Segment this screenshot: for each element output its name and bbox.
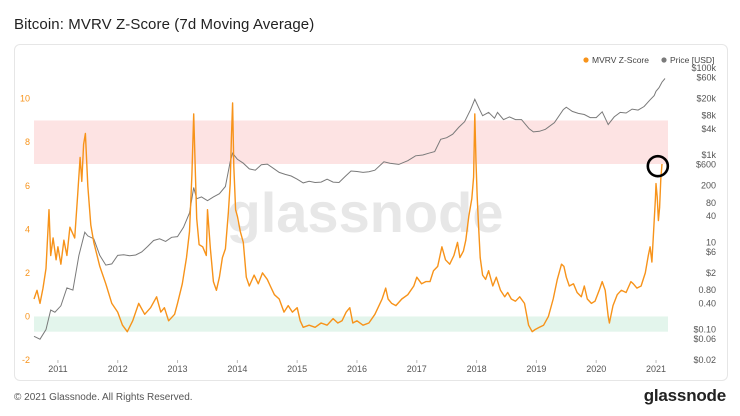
- undervalued-zone: [34, 316, 668, 332]
- chart-title: Bitcoin: MVRV Z-Score (7d Moving Average…: [14, 16, 315, 33]
- x-tick-label: 2018: [467, 364, 487, 374]
- legend-swatch-price[interactable]: [661, 57, 667, 63]
- bands-layer: [34, 120, 668, 332]
- x-tick-label: 2013: [168, 364, 188, 374]
- x-tick-label: 2014: [227, 364, 247, 374]
- x-tick-label: 2016: [347, 364, 367, 374]
- right-tick-label: $0.06: [693, 334, 716, 344]
- right-tick-label: $20k: [696, 93, 716, 103]
- right-tick-label: $4k: [701, 124, 716, 134]
- right-tick-label: $6: [706, 247, 716, 257]
- series-layer: [33, 78, 666, 340]
- watermark: glassnode: [227, 181, 504, 244]
- right-tick-label: $0.10: [693, 325, 716, 335]
- right-tick-label: $0.02: [693, 355, 716, 365]
- x-tick-label: 2017: [407, 364, 427, 374]
- price-usd-line: [33, 78, 666, 340]
- x-tick-label: 2019: [526, 364, 546, 374]
- legend-swatch-zscore[interactable]: [583, 57, 589, 63]
- right-tick-label: $100k: [691, 63, 716, 73]
- right-tick-label: 10: [706, 237, 716, 247]
- right-tick-label: 200: [701, 181, 716, 191]
- left-tick-label: -2: [22, 355, 30, 365]
- x-tick-label: 2011: [48, 364, 67, 374]
- x-tick-label: 2015: [287, 364, 307, 374]
- right-tick-label: $2: [706, 268, 716, 278]
- brand-logo[interactable]: glassnode: [643, 386, 726, 405]
- left-tick-label: 6: [25, 181, 30, 191]
- x-tick-label: 2012: [108, 364, 128, 374]
- legend-label-zscore[interactable]: MVRV Z-Score: [592, 55, 649, 65]
- left-tick-label: 8: [25, 137, 30, 147]
- left-tick-label: 0: [25, 311, 30, 321]
- annotation-layer: [646, 154, 670, 178]
- x-axis: 2011 2012 2013 2014 2015 2016 2017 2018 2019 2020…: [48, 360, 666, 374]
- legend[interactable]: MVRV Z-Score Price [USD]: [583, 55, 714, 65]
- copyright-text: © 2021 Glassnode. All Rights Reserved.: [14, 392, 193, 403]
- right-tick-label: 0.80: [698, 285, 716, 295]
- right-tick-label: $8k: [701, 111, 716, 121]
- x-tick-label: 2020: [586, 364, 606, 374]
- right-axis: $0.02 $0.06$0.10 0.40 0.80 $2 $610 40 80 200 $600…: [691, 63, 716, 365]
- legend-label-price[interactable]: Price [USD]: [670, 55, 714, 65]
- left-axis: -2 0 2 4 6 8 10: [20, 94, 30, 365]
- left-tick-label: 2: [25, 268, 30, 278]
- right-tick-label: $60k: [696, 72, 716, 82]
- right-tick-label: 40: [706, 211, 716, 221]
- right-tick-label: $600: [696, 160, 716, 170]
- right-tick-label: 0.40: [698, 298, 716, 308]
- mvrv-zscore-line: [33, 102, 663, 333]
- right-tick-label: $1k: [701, 150, 716, 160]
- left-tick-label: 10: [20, 94, 30, 104]
- overvalued-zone: [34, 120, 668, 164]
- highlight-circle: [646, 154, 670, 178]
- x-tick-label: 2021: [646, 364, 666, 374]
- right-tick-label: 80: [706, 198, 716, 208]
- left-tick-label: 4: [25, 224, 30, 234]
